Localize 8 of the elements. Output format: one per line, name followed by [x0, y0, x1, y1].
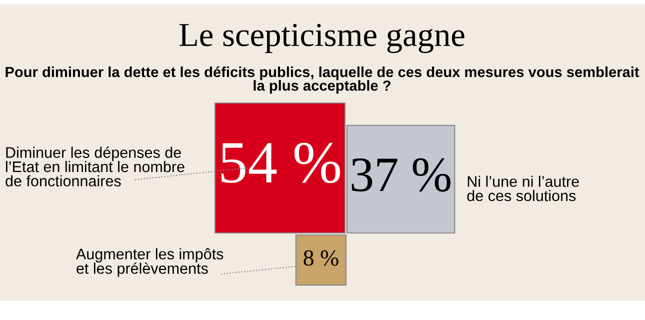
- data-label: 8 %: [304, 250, 338, 266]
- text: Le scepticisme gagne: [179, 24, 464, 54]
- text: Pour diminuer la dette et les déficits publics, laquelle de ces deux mesures vous semblerait la plus acceptable ?: [6, 66, 640, 94]
- category-label: Diminuer les dépenses de l’Etat en limitant le nombre de fonctionnaires: [6, 146, 184, 186]
- data-label: 37 %: [352, 158, 450, 192]
- data-label: 54 %: [221, 142, 340, 184]
- category-label: Ni l’une ni l’autre de ces solutions: [467, 176, 579, 202]
- category-label: Augmenter les impôts et les prélèvements: [76, 248, 224, 277]
